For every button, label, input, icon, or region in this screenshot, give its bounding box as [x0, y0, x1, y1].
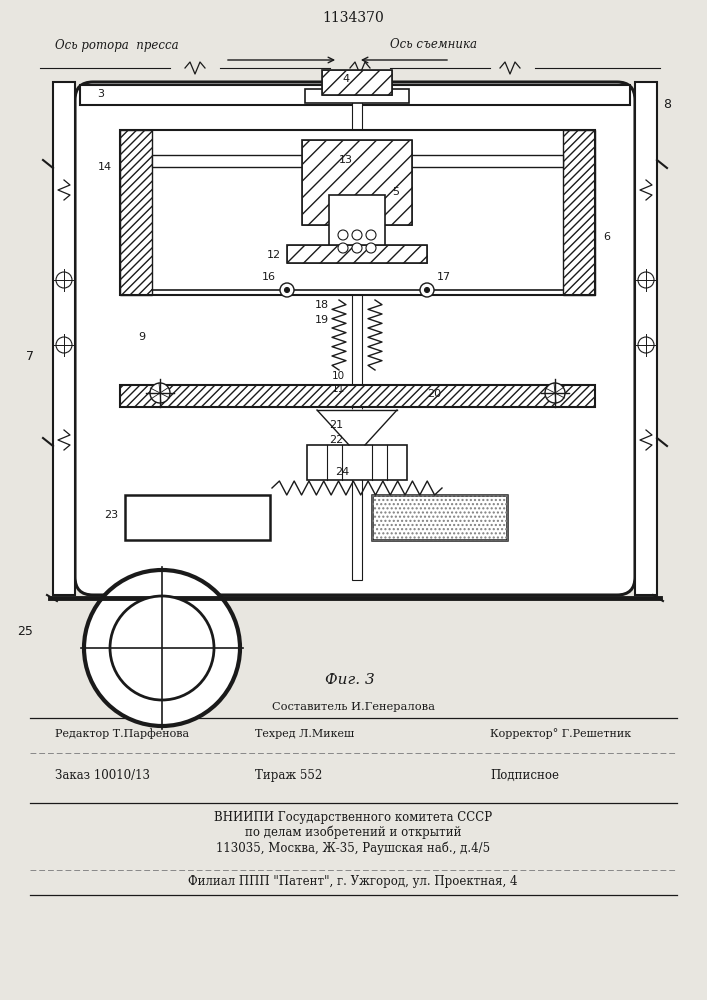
Text: 4: 4	[342, 74, 349, 84]
Circle shape	[545, 383, 565, 403]
Bar	[120, 385, 595, 407]
Bar	[152, 155, 563, 167]
Text: 24: 24	[335, 467, 349, 477]
Text: Ось ротора  пресса: Ось ротора пресса	[55, 38, 179, 51]
Text: 11: 11	[332, 384, 345, 394]
Text: 3: 3	[97, 89, 104, 99]
Text: 17: 17	[437, 272, 451, 282]
Text: Филиал ППП "Патент", г. Ужгород, ул. Проектная, 4: Филиал ППП "Патент", г. Ужгород, ул. Про…	[188, 876, 518, 888]
Bar	[372, 495, 507, 540]
Circle shape	[366, 230, 376, 240]
Circle shape	[352, 230, 362, 240]
Bar	[329, 195, 385, 250]
Text: 25: 25	[17, 625, 33, 638]
Circle shape	[424, 288, 429, 292]
Circle shape	[280, 283, 294, 297]
Bar	[563, 130, 595, 295]
Circle shape	[110, 596, 214, 700]
Text: Составитель И.Генералова: Составитель И.Генералова	[271, 702, 435, 712]
Text: 12: 12	[267, 250, 281, 260]
Text: Фиг. 3: Фиг. 3	[325, 673, 375, 687]
Text: 8: 8	[663, 98, 671, 111]
Text: Ось съемника: Ось съемника	[390, 38, 477, 51]
Text: 20: 20	[427, 389, 441, 399]
Bar	[53, 82, 75, 595]
Text: по делам изобретений и открытий: по делам изобретений и открытий	[245, 825, 461, 839]
Bar	[120, 385, 595, 407]
Text: 13: 13	[339, 155, 353, 165]
Text: 7: 7	[26, 350, 34, 363]
Circle shape	[366, 243, 376, 253]
Circle shape	[338, 243, 348, 253]
Text: 113035, Москва, Ж-35, Раушская наб., д.4/5: 113035, Москва, Ж-35, Раушская наб., д.4…	[216, 841, 490, 855]
Text: 16: 16	[262, 272, 276, 282]
Text: ВНИИПИ Государственного комитета СССР: ВНИИПИ Государственного комитета СССР	[214, 810, 492, 824]
Bar	[120, 130, 152, 295]
Bar	[322, 70, 392, 95]
Text: Заказ 10010/13: Заказ 10010/13	[55, 768, 150, 782]
Bar	[120, 130, 595, 295]
Bar	[307, 445, 407, 480]
Bar	[302, 140, 412, 225]
Text: 9: 9	[138, 332, 145, 342]
Text: Редактор Т.Парфенова: Редактор Т.Парфенова	[55, 729, 189, 739]
Text: 23: 23	[104, 510, 118, 520]
Bar	[302, 140, 412, 225]
Bar	[287, 245, 427, 263]
Text: 22: 22	[329, 435, 344, 445]
Bar	[125, 495, 270, 540]
Bar	[287, 245, 427, 263]
Bar	[635, 82, 657, 595]
Text: 21: 21	[329, 420, 343, 430]
Text: 19: 19	[315, 315, 329, 325]
Text: Тираж 552: Тираж 552	[255, 768, 322, 782]
Bar	[372, 495, 507, 540]
Bar	[352, 90, 362, 580]
Text: 6: 6	[603, 232, 610, 242]
Circle shape	[150, 383, 170, 403]
Circle shape	[84, 570, 240, 726]
Bar	[80, 85, 630, 105]
Text: Подписное: Подписное	[490, 768, 559, 782]
Bar	[322, 70, 392, 95]
Text: Техред Л.Микеш: Техред Л.Микеш	[255, 729, 354, 739]
Text: Корректор° Г.Решетник: Корректор° Г.Решетник	[490, 729, 631, 739]
Circle shape	[420, 283, 434, 297]
Text: 14: 14	[98, 162, 112, 172]
Circle shape	[284, 288, 289, 292]
Bar	[305, 89, 409, 103]
Text: 1134370: 1134370	[322, 11, 384, 25]
FancyBboxPatch shape	[75, 82, 635, 595]
Text: 18: 18	[315, 300, 329, 310]
Circle shape	[352, 243, 362, 253]
Polygon shape	[317, 410, 397, 445]
Circle shape	[338, 230, 348, 240]
Text: 10: 10	[332, 371, 345, 381]
Text: 5: 5	[392, 187, 399, 197]
